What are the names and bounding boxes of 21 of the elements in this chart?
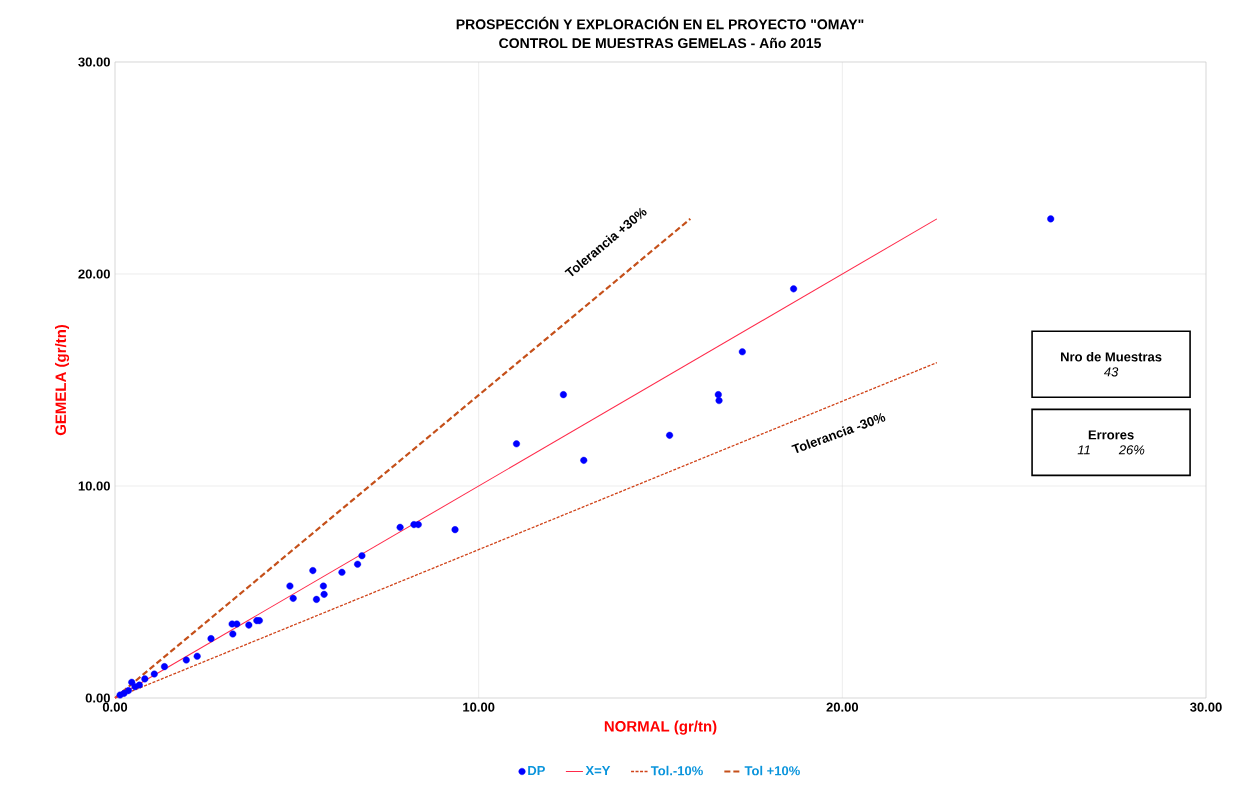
x-tick-label: 20.00 [826, 702, 859, 712]
x-tick-label: 0.00 [102, 702, 128, 712]
legend-label: DP [528, 766, 545, 775]
legend-label: Tol.-10% [650, 765, 703, 776]
legend-label: X=Y [585, 766, 611, 775]
annotation: Nro de Muestras [1061, 351, 1162, 362]
x-tick-label: 30.00 [1190, 702, 1222, 712]
x-axis-title: NORMAL (gr/tn) [604, 720, 717, 735]
y-tick-label: 20.00 [78, 269, 110, 279]
annotation: 11 [1077, 445, 1090, 455]
y-tick-label: 0.00 [85, 693, 110, 703]
annotation: 26% [1118, 445, 1145, 455]
y-tick-label: 30.00 [78, 57, 110, 67]
y-tick-label: 10.00 [78, 481, 110, 491]
chart-title: PROSPECCIÓN Y EXPLORACIÓN EN EL PROYECTO "OMAY" [456, 16, 864, 30]
annotation: Errores [1088, 430, 1134, 440]
x-tick-label: 10.00 [463, 702, 495, 712]
y-axis-title: GEMELA (gr/tn) [55, 324, 70, 436]
annotation: 43 [1103, 367, 1119, 377]
chart-subtitle: CONTROL DE MUESTRAS GEMELAS - Año 2015 [499, 37, 822, 49]
legend-label: Tol +10% [744, 765, 800, 776]
